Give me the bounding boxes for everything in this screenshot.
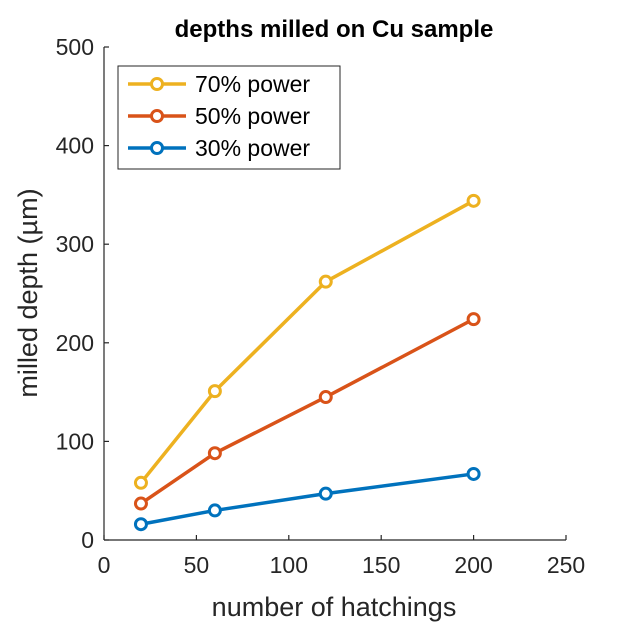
y-tick-label: 100 [56, 428, 94, 454]
legend-label: 50% power [195, 103, 310, 129]
data-point [133, 517, 148, 532]
y-tick-label: 0 [81, 527, 94, 553]
legend-entry: 50% power [128, 103, 310, 129]
y-tick-label: 300 [56, 231, 94, 257]
legend-label: 30% power [195, 135, 310, 161]
y-tick-label: 500 [56, 34, 94, 60]
x-tick-label: 0 [98, 552, 111, 578]
x-axis-label: number of hatchings [212, 592, 457, 622]
y-tick-label: 200 [56, 330, 94, 356]
y-axis-label: milled depth (µm) [13, 188, 43, 397]
y-axis-ticks: 0 100 200 300 400 500 [56, 34, 109, 553]
data-point [318, 390, 333, 405]
series-line [140, 472, 474, 526]
chart-title: depths milled on Cu sample [175, 16, 494, 43]
x-tick-label: 150 [362, 552, 400, 578]
legend-entry: 30% power [128, 135, 310, 161]
data-point [207, 446, 222, 461]
data-point [466, 312, 481, 327]
legend-marker [150, 141, 164, 155]
data-point [207, 384, 222, 399]
data-point [318, 486, 333, 501]
series-line [139, 317, 475, 505]
y-tick-label: 400 [56, 133, 94, 159]
data-point [133, 475, 148, 490]
legend-label: 70% power [195, 71, 310, 97]
x-tick-label: 250 [547, 552, 585, 578]
data-point [207, 503, 222, 518]
x-axis-ticks: 0 50 100 150 200 250 [98, 535, 585, 578]
series-2 [133, 312, 481, 511]
x-tick-label: 100 [270, 552, 308, 578]
legend: 70% power 50% power 30% power [117, 65, 341, 170]
data-point [133, 496, 148, 511]
data-point [466, 466, 481, 481]
legend-marker [150, 77, 164, 91]
x-tick-label: 50 [184, 552, 210, 578]
legend-marker [150, 109, 164, 123]
series-line [139, 199, 475, 484]
series-layer [133, 193, 481, 532]
data-point [466, 193, 481, 208]
data-point [318, 274, 333, 289]
series-1 [133, 193, 481, 490]
series-3 [133, 466, 481, 532]
legend-entry: 70% power [128, 71, 310, 97]
plot-axes [103, 47, 566, 541]
x-tick-label: 200 [454, 552, 492, 578]
